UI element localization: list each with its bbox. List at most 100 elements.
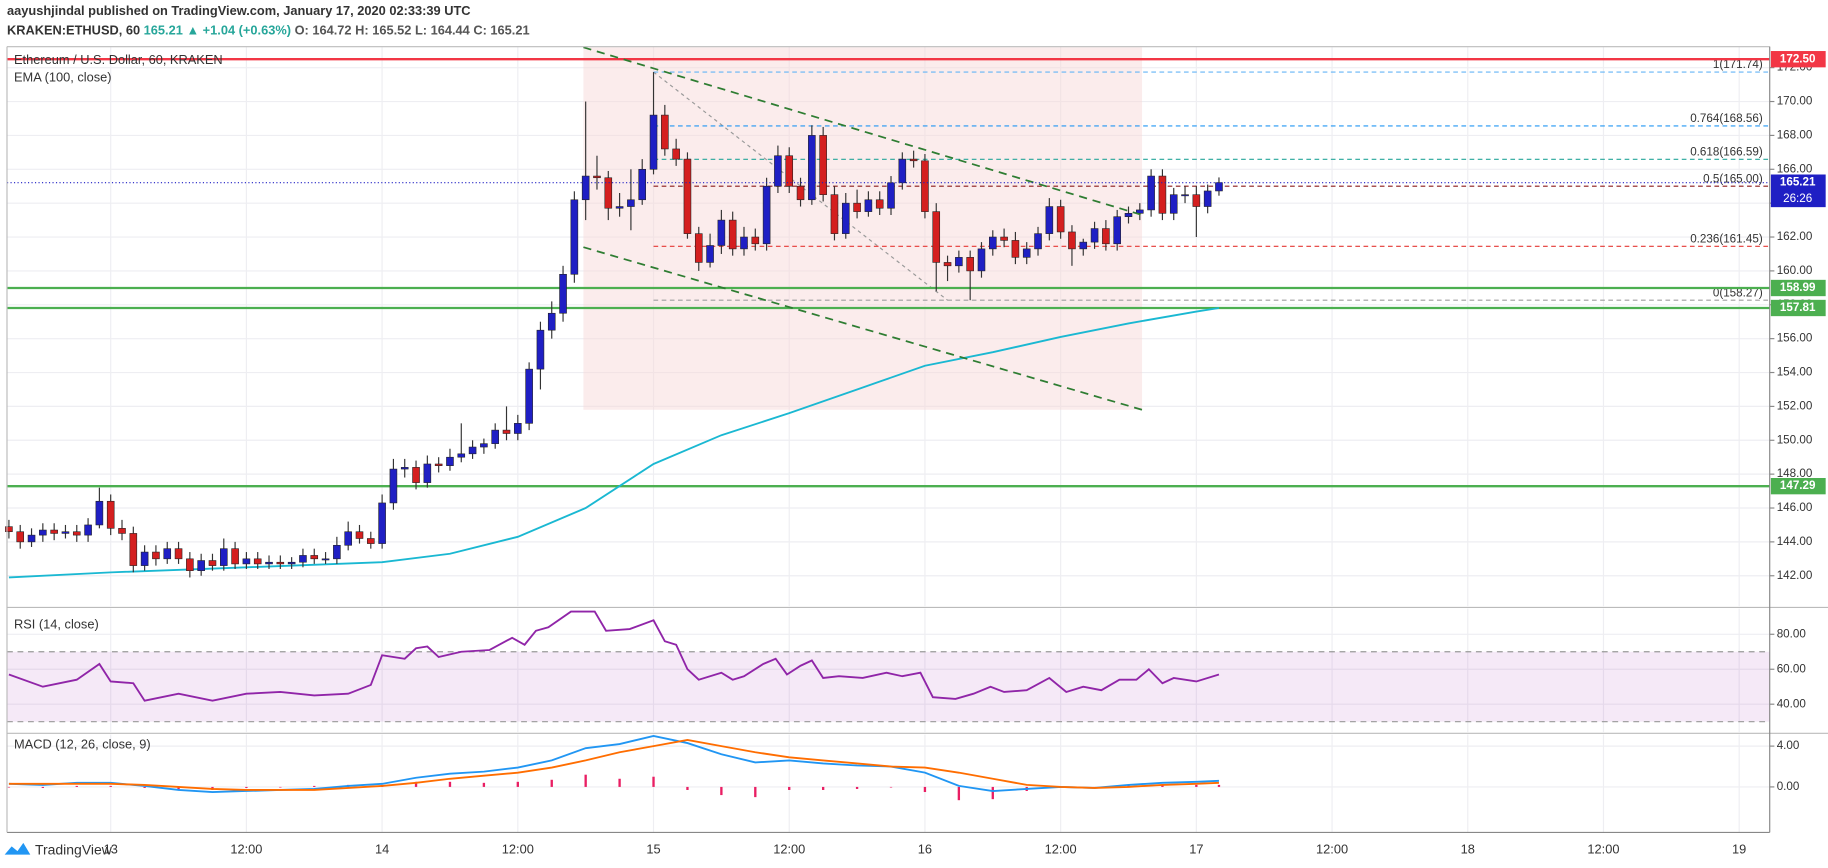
fib-label: 1(171.74): [1713, 58, 1763, 71]
overlay-layer: 172.50 158.99 157.81 147.29 165.21 26:26: [6, 51, 1826, 495]
candle-body: [796, 185, 805, 201]
candle-body: [1203, 190, 1212, 207]
price-tag: [1770, 51, 1826, 68]
candle-body: [333, 544, 341, 560]
candle-body: [1000, 236, 1008, 241]
candle-body: [219, 548, 228, 566]
candle-body: [16, 531, 25, 543]
candle-body: [830, 194, 839, 234]
fib-label: 0.236(161.45): [1690, 232, 1763, 245]
candle-body: [728, 219, 737, 250]
candle-body: [208, 560, 217, 566]
x-tick-label: 14: [375, 841, 389, 856]
x-tick-label: 12:00: [230, 841, 262, 856]
y-tick-label: 60.00: [1777, 662, 1807, 675]
candle-body: [740, 236, 748, 250]
candle-body: [367, 538, 375, 544]
brand[interactable]: TradingView: [35, 842, 113, 858]
macd-histogram-bar: [889, 786, 893, 788]
price-tag: [1770, 279, 1826, 297]
candle-body: [853, 202, 861, 212]
candle-body: [310, 555, 319, 560]
macd-histogram-bar: [754, 786, 757, 798]
macd-histogram-bar: [109, 785, 112, 787]
candle-body: [966, 257, 974, 272]
y-tick-label: 142.00: [1777, 569, 1813, 582]
candle-body: [909, 158, 918, 162]
candle-body: [559, 273, 567, 314]
x-tick-label: 12:00: [1045, 841, 1077, 856]
candle-body: [446, 456, 454, 466]
candle-body: [434, 463, 443, 466]
candle-body: [604, 177, 613, 209]
y-tick-label: 150.00: [1777, 433, 1813, 446]
x-tick-label: 15: [646, 841, 660, 856]
ohlc: O: 164.72 H: 165.52 L: 164.44 C: 165.21: [295, 23, 530, 38]
macd-title: MACD (12, 26, close, 9): [14, 736, 151, 751]
candle-body: [1068, 231, 1076, 250]
candle-body: [615, 206, 624, 209]
candle-body: [174, 548, 183, 560]
candle-body: [61, 531, 70, 534]
candle-body: [502, 429, 511, 434]
candle-body: [525, 368, 533, 424]
y-tick-label: 154.00: [1777, 366, 1813, 379]
macd-histogram-bar: [7, 786, 11, 788]
macd-histogram-bar: [482, 782, 486, 787]
candle-body: [1022, 248, 1031, 258]
candle-body: [1169, 194, 1178, 214]
candle-body: [140, 551, 149, 566]
candle-body: [344, 531, 352, 546]
y-tick-label: 168.00: [1777, 128, 1813, 141]
candle-body: [321, 558, 330, 561]
x-tick-label: 12:00: [1316, 841, 1348, 856]
candle-body: [1045, 206, 1054, 234]
candle-body: [514, 423, 522, 434]
candle-body: [638, 168, 647, 201]
symbol-line: KRAKEN:ETHUSD, 60 165.21 ▲ +1.04 (+0.63%…: [7, 23, 530, 38]
y-tick-label: 0.00: [1777, 780, 1800, 793]
candle-body: [808, 135, 816, 201]
x-tick-label: 12:00: [1587, 841, 1619, 856]
y-tick-label: 80.00: [1777, 627, 1807, 640]
candle-body: [932, 211, 941, 263]
candle-body: [253, 558, 262, 565]
candle-body: [717, 219, 726, 246]
x-tick-label: 19: [1732, 841, 1746, 856]
candle-body: [581, 175, 590, 201]
candle-body: [186, 558, 194, 571]
candle-body: [389, 468, 398, 504]
last-price-label: 165.21: [1780, 176, 1816, 189]
candle-body: [661, 114, 669, 150]
candle-body: [106, 500, 115, 529]
macd-histogram-bar: [41, 786, 45, 788]
candle-body: [163, 548, 172, 560]
candle-body: [751, 236, 760, 245]
rsi-line: [8, 610, 1220, 702]
macd-histogram-bar: [686, 786, 689, 790]
macd-histogram-bar: [516, 781, 519, 787]
candle-body: [231, 548, 239, 565]
candle-body: [423, 463, 432, 483]
change: ▲ +1.04 (+0.63%): [186, 23, 291, 38]
publisher: aayushjindal published on TradingView.co…: [7, 3, 471, 18]
x-tick-label: 18: [1461, 841, 1475, 856]
x-tick-label: 17: [1189, 841, 1203, 856]
macd-histogram-bar: [245, 786, 248, 788]
candle-body: [468, 446, 477, 455]
candle-body: [921, 160, 929, 212]
y-tick-label: 162.00: [1777, 230, 1813, 243]
fib-label: 0(158.27): [1713, 286, 1763, 299]
candle-body: [39, 529, 47, 536]
macd-histogram-bar: [618, 778, 621, 787]
x-tick-label: 12:00: [502, 841, 534, 856]
rsi-title: RSI (14, close): [14, 616, 99, 631]
rsi-band: [6, 651, 1770, 722]
candle-body: [355, 531, 364, 539]
candle-body: [412, 467, 420, 483]
candle-body: [72, 531, 81, 536]
candle-body: [1011, 240, 1020, 258]
candle-body: [1113, 216, 1121, 245]
macd-histogram-bar: [788, 786, 791, 790]
